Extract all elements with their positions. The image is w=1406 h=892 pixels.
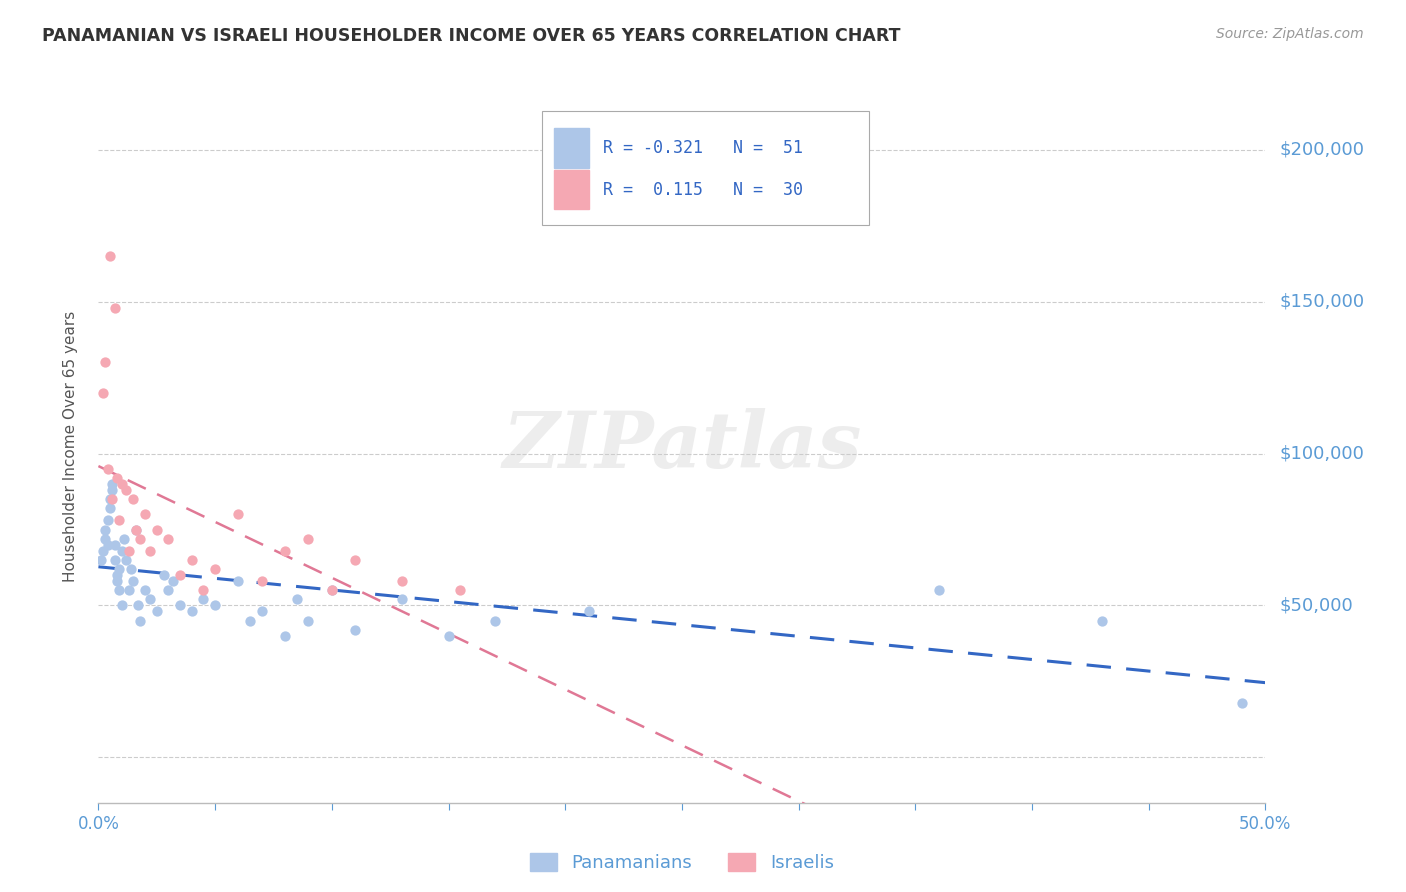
Point	[112, 532, 135, 546]
Point	[146, 523, 169, 537]
Point	[97, 538, 120, 552]
Point	[180, 553, 202, 567]
Point	[391, 592, 413, 607]
Point	[111, 543, 134, 558]
Point	[180, 605, 202, 619]
Point	[108, 513, 131, 527]
Point	[578, 605, 600, 619]
Point	[157, 532, 180, 546]
Text: PANAMANIAN VS ISRAELI HOUSEHOLDER INCOME OVER 65 YEARS CORRELATION CHART: PANAMANIAN VS ISRAELI HOUSEHOLDER INCOME…	[42, 27, 901, 45]
Point	[344, 623, 367, 637]
Point	[297, 532, 319, 546]
Legend: Panamanians, Israelis: Panamanians, Israelis	[523, 846, 841, 880]
Point	[274, 543, 297, 558]
Point	[111, 599, 134, 613]
Point	[108, 562, 131, 576]
Point	[169, 599, 191, 613]
Point	[152, 568, 174, 582]
Point	[437, 629, 460, 643]
FancyBboxPatch shape	[554, 169, 589, 209]
Point	[1091, 614, 1114, 628]
Point	[120, 562, 142, 576]
Point	[139, 543, 162, 558]
Text: ZIPatlas: ZIPatlas	[502, 408, 862, 484]
Point	[204, 562, 226, 576]
Point	[91, 385, 114, 400]
Text: $150,000: $150,000	[1279, 293, 1364, 310]
Point	[484, 614, 506, 628]
FancyBboxPatch shape	[554, 128, 589, 168]
Point	[449, 583, 471, 598]
Point	[250, 574, 273, 588]
Point	[274, 629, 297, 643]
Point	[134, 583, 156, 598]
Point	[297, 614, 319, 628]
Point	[193, 583, 215, 598]
Text: $200,000: $200,000	[1279, 141, 1364, 159]
Point	[94, 355, 117, 369]
Point	[162, 574, 184, 588]
Point	[250, 605, 273, 619]
Point	[118, 583, 141, 598]
Text: $100,000: $100,000	[1279, 444, 1364, 463]
FancyBboxPatch shape	[541, 111, 869, 225]
Point	[146, 605, 169, 619]
Point	[193, 592, 215, 607]
Point	[94, 532, 117, 546]
Point	[104, 538, 127, 552]
Point	[122, 492, 145, 507]
Point	[129, 614, 152, 628]
Point	[344, 553, 367, 567]
Point	[90, 553, 112, 567]
Point	[928, 583, 950, 598]
Point	[239, 614, 262, 628]
Point	[204, 599, 226, 613]
Point	[111, 477, 134, 491]
Point	[115, 553, 138, 567]
Point	[228, 508, 250, 522]
Point	[104, 553, 127, 567]
Text: Source: ZipAtlas.com: Source: ZipAtlas.com	[1216, 27, 1364, 41]
Point	[108, 583, 131, 598]
Text: R =  0.115   N =  30: R = 0.115 N = 30	[603, 181, 803, 199]
Text: R = -0.321   N =  51: R = -0.321 N = 51	[603, 139, 803, 157]
Point	[134, 508, 156, 522]
Point	[125, 523, 148, 537]
Point	[285, 592, 308, 607]
Point	[115, 483, 138, 497]
Point	[118, 543, 141, 558]
Point	[94, 523, 117, 537]
Point	[122, 574, 145, 588]
Point	[105, 568, 128, 582]
Y-axis label: Householder Income Over 65 years: Householder Income Over 65 years	[63, 310, 77, 582]
Point	[1230, 696, 1253, 710]
Point	[391, 574, 413, 588]
Point	[169, 568, 191, 582]
Point	[98, 492, 121, 507]
Point	[101, 483, 124, 497]
Text: $50,000: $50,000	[1279, 597, 1353, 615]
Point	[125, 523, 148, 537]
Point	[139, 592, 162, 607]
Point	[321, 583, 343, 598]
Point	[97, 462, 120, 476]
Point	[104, 301, 127, 315]
Point	[98, 249, 121, 263]
Point	[105, 471, 128, 485]
Point	[97, 513, 120, 527]
Point	[321, 583, 343, 598]
Point	[157, 583, 180, 598]
Point	[101, 477, 124, 491]
Point	[129, 532, 152, 546]
Point	[228, 574, 250, 588]
Point	[101, 492, 124, 507]
Point	[91, 543, 114, 558]
Point	[98, 501, 121, 516]
Point	[105, 574, 128, 588]
Point	[127, 599, 149, 613]
